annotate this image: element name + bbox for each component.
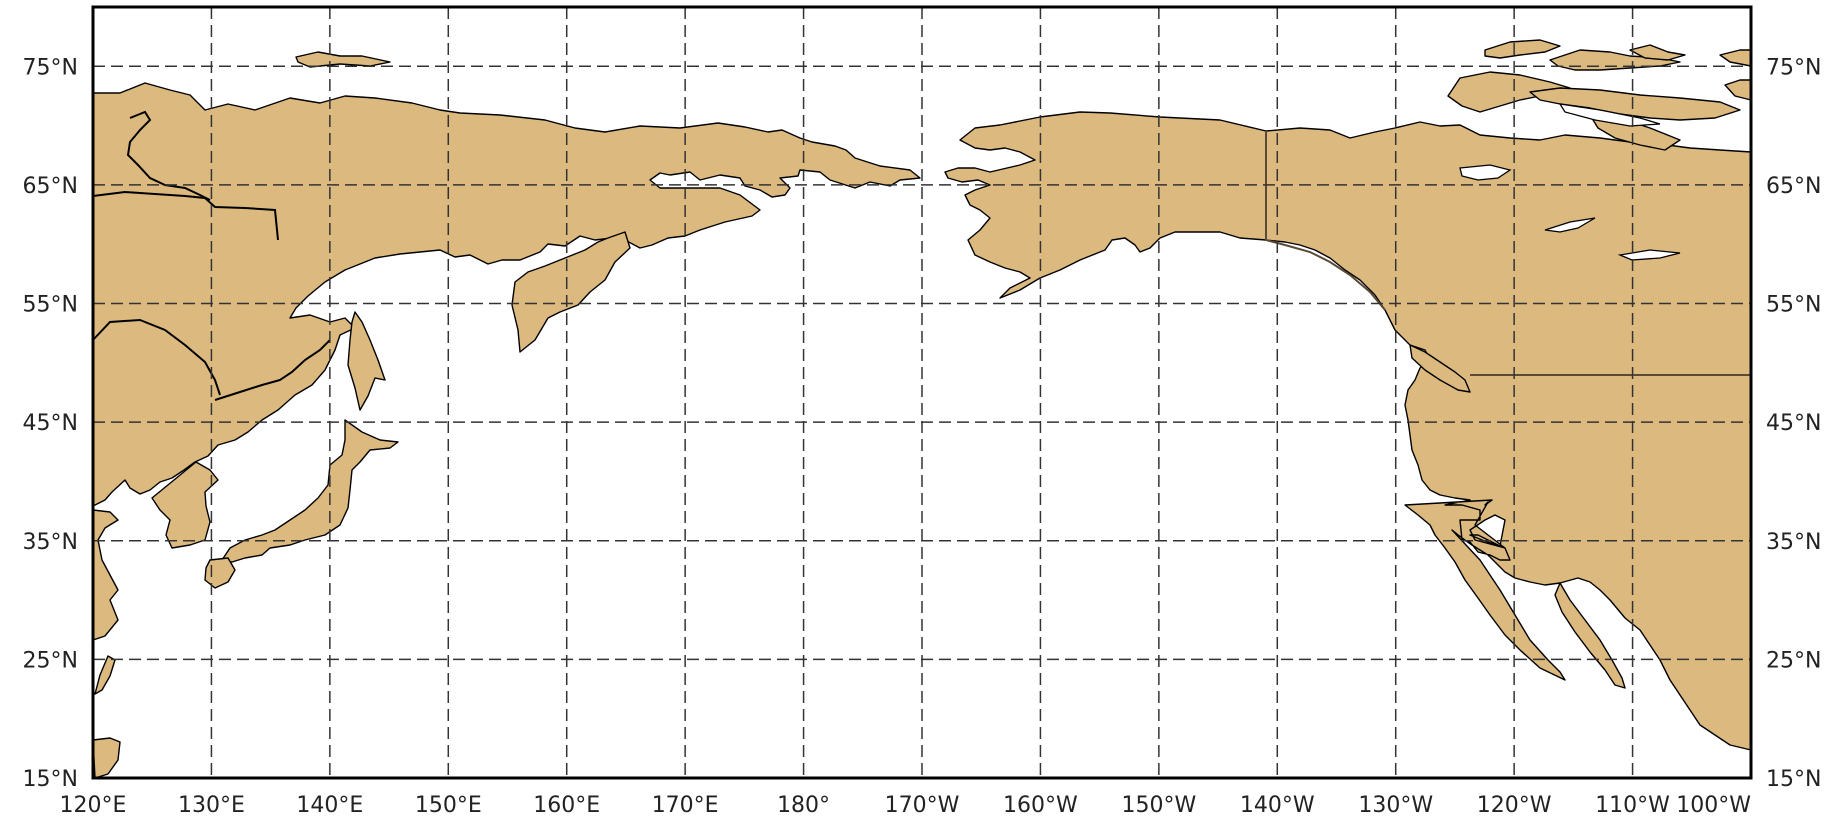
border-china-inner <box>92 318 221 396</box>
border-alaska-canada <box>1265 131 1386 311</box>
land-north-america <box>1265 121 1752 751</box>
latitude-label-left: 25°N <box>23 648 78 673</box>
latitude-label-left: 15°N <box>23 767 78 792</box>
latitude-label-right: 15°N <box>1766 767 1821 792</box>
lake-athabasca <box>1617 249 1681 261</box>
latitude-label-right: 65°N <box>1766 174 1821 199</box>
lake-great-bear <box>1459 164 1512 181</box>
latitude-label-left: 75°N <box>23 55 78 80</box>
longitude-label: 100°W <box>1676 793 1751 817</box>
longitude-label: 120°E <box>60 793 127 817</box>
latitude-label-right: 35°N <box>1766 530 1821 555</box>
borders-layer <box>92 110 1751 401</box>
land-arctic-island-4 <box>1447 71 1571 113</box>
border-russia-china <box>126 110 211 201</box>
longitude-label: 150°E <box>415 793 482 817</box>
latitude-labels-right: 15°N 25°N 35°N 45°N 55°N 65°N 75°N <box>1766 55 1821 792</box>
latitude-label-right: 25°N <box>1766 648 1821 673</box>
latitude-labels-left: 15°N 25°N 35°N 45°N 55°N 65°N 75°N <box>23 55 78 792</box>
longitude-label: 130°W <box>1358 793 1433 817</box>
longitude-labels: 120°E 130°E 140°E 150°E 160°E 170°E 180° 170°W 1… <box>60 793 1752 817</box>
longitude-label: 170°W <box>885 793 960 817</box>
land-arctic-island-3 <box>1629 44 1686 61</box>
longitude-label: 180° <box>777 793 830 817</box>
land-asia <box>92 82 921 507</box>
longitude-label: 160°W <box>1003 793 1078 817</box>
latitude-label-right: 75°N <box>1766 55 1821 80</box>
land-kyushu <box>204 557 236 589</box>
latitude-label-left: 55°N <box>23 293 78 318</box>
land-arctic-island-2 <box>1549 49 1681 71</box>
land-wrangel <box>295 51 391 68</box>
land-japan <box>221 419 399 563</box>
latitude-label-left: 35°N <box>23 530 78 555</box>
border-russia-china-east <box>214 339 331 401</box>
land-south-china <box>92 509 119 641</box>
latitude-label-right: 45°N <box>1766 411 1821 436</box>
land-korea <box>151 461 219 549</box>
channel-arctic-1 <box>1558 103 1661 127</box>
map-plot-area <box>91 5 1753 780</box>
latitude-label-left: 45°N <box>23 411 78 436</box>
longitude-label: 140°W <box>1240 793 1315 817</box>
longitude-label: 110°W <box>1595 793 1670 817</box>
longitude-label: 150°W <box>1121 793 1196 817</box>
land-layer <box>92 39 1752 779</box>
land-kamchatka <box>511 231 631 353</box>
map-frame <box>91 5 1753 780</box>
border-mongolia-china <box>92 190 279 241</box>
longitude-label: 130°E <box>178 793 245 817</box>
latitude-label-right: 55°N <box>1766 293 1821 318</box>
inland-water-layer <box>1459 103 1681 261</box>
land-sakhalin <box>347 311 386 411</box>
longitude-label: 170°E <box>652 793 719 817</box>
lake-great-slave <box>1544 217 1596 233</box>
longitude-label: 140°E <box>296 793 363 817</box>
land-baja-california <box>1554 582 1626 689</box>
land-vancouver-island <box>1409 344 1471 393</box>
land-arctic-island-1 <box>1484 39 1561 59</box>
longitude-label: 120°W <box>1477 793 1552 817</box>
longitude-label: 160°E <box>533 793 600 817</box>
gridlines <box>93 7 1751 778</box>
latitude-label-left: 65°N <box>23 174 78 199</box>
